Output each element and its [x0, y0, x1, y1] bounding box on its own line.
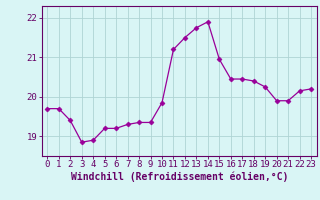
X-axis label: Windchill (Refroidissement éolien,°C): Windchill (Refroidissement éolien,°C) — [70, 172, 288, 182]
